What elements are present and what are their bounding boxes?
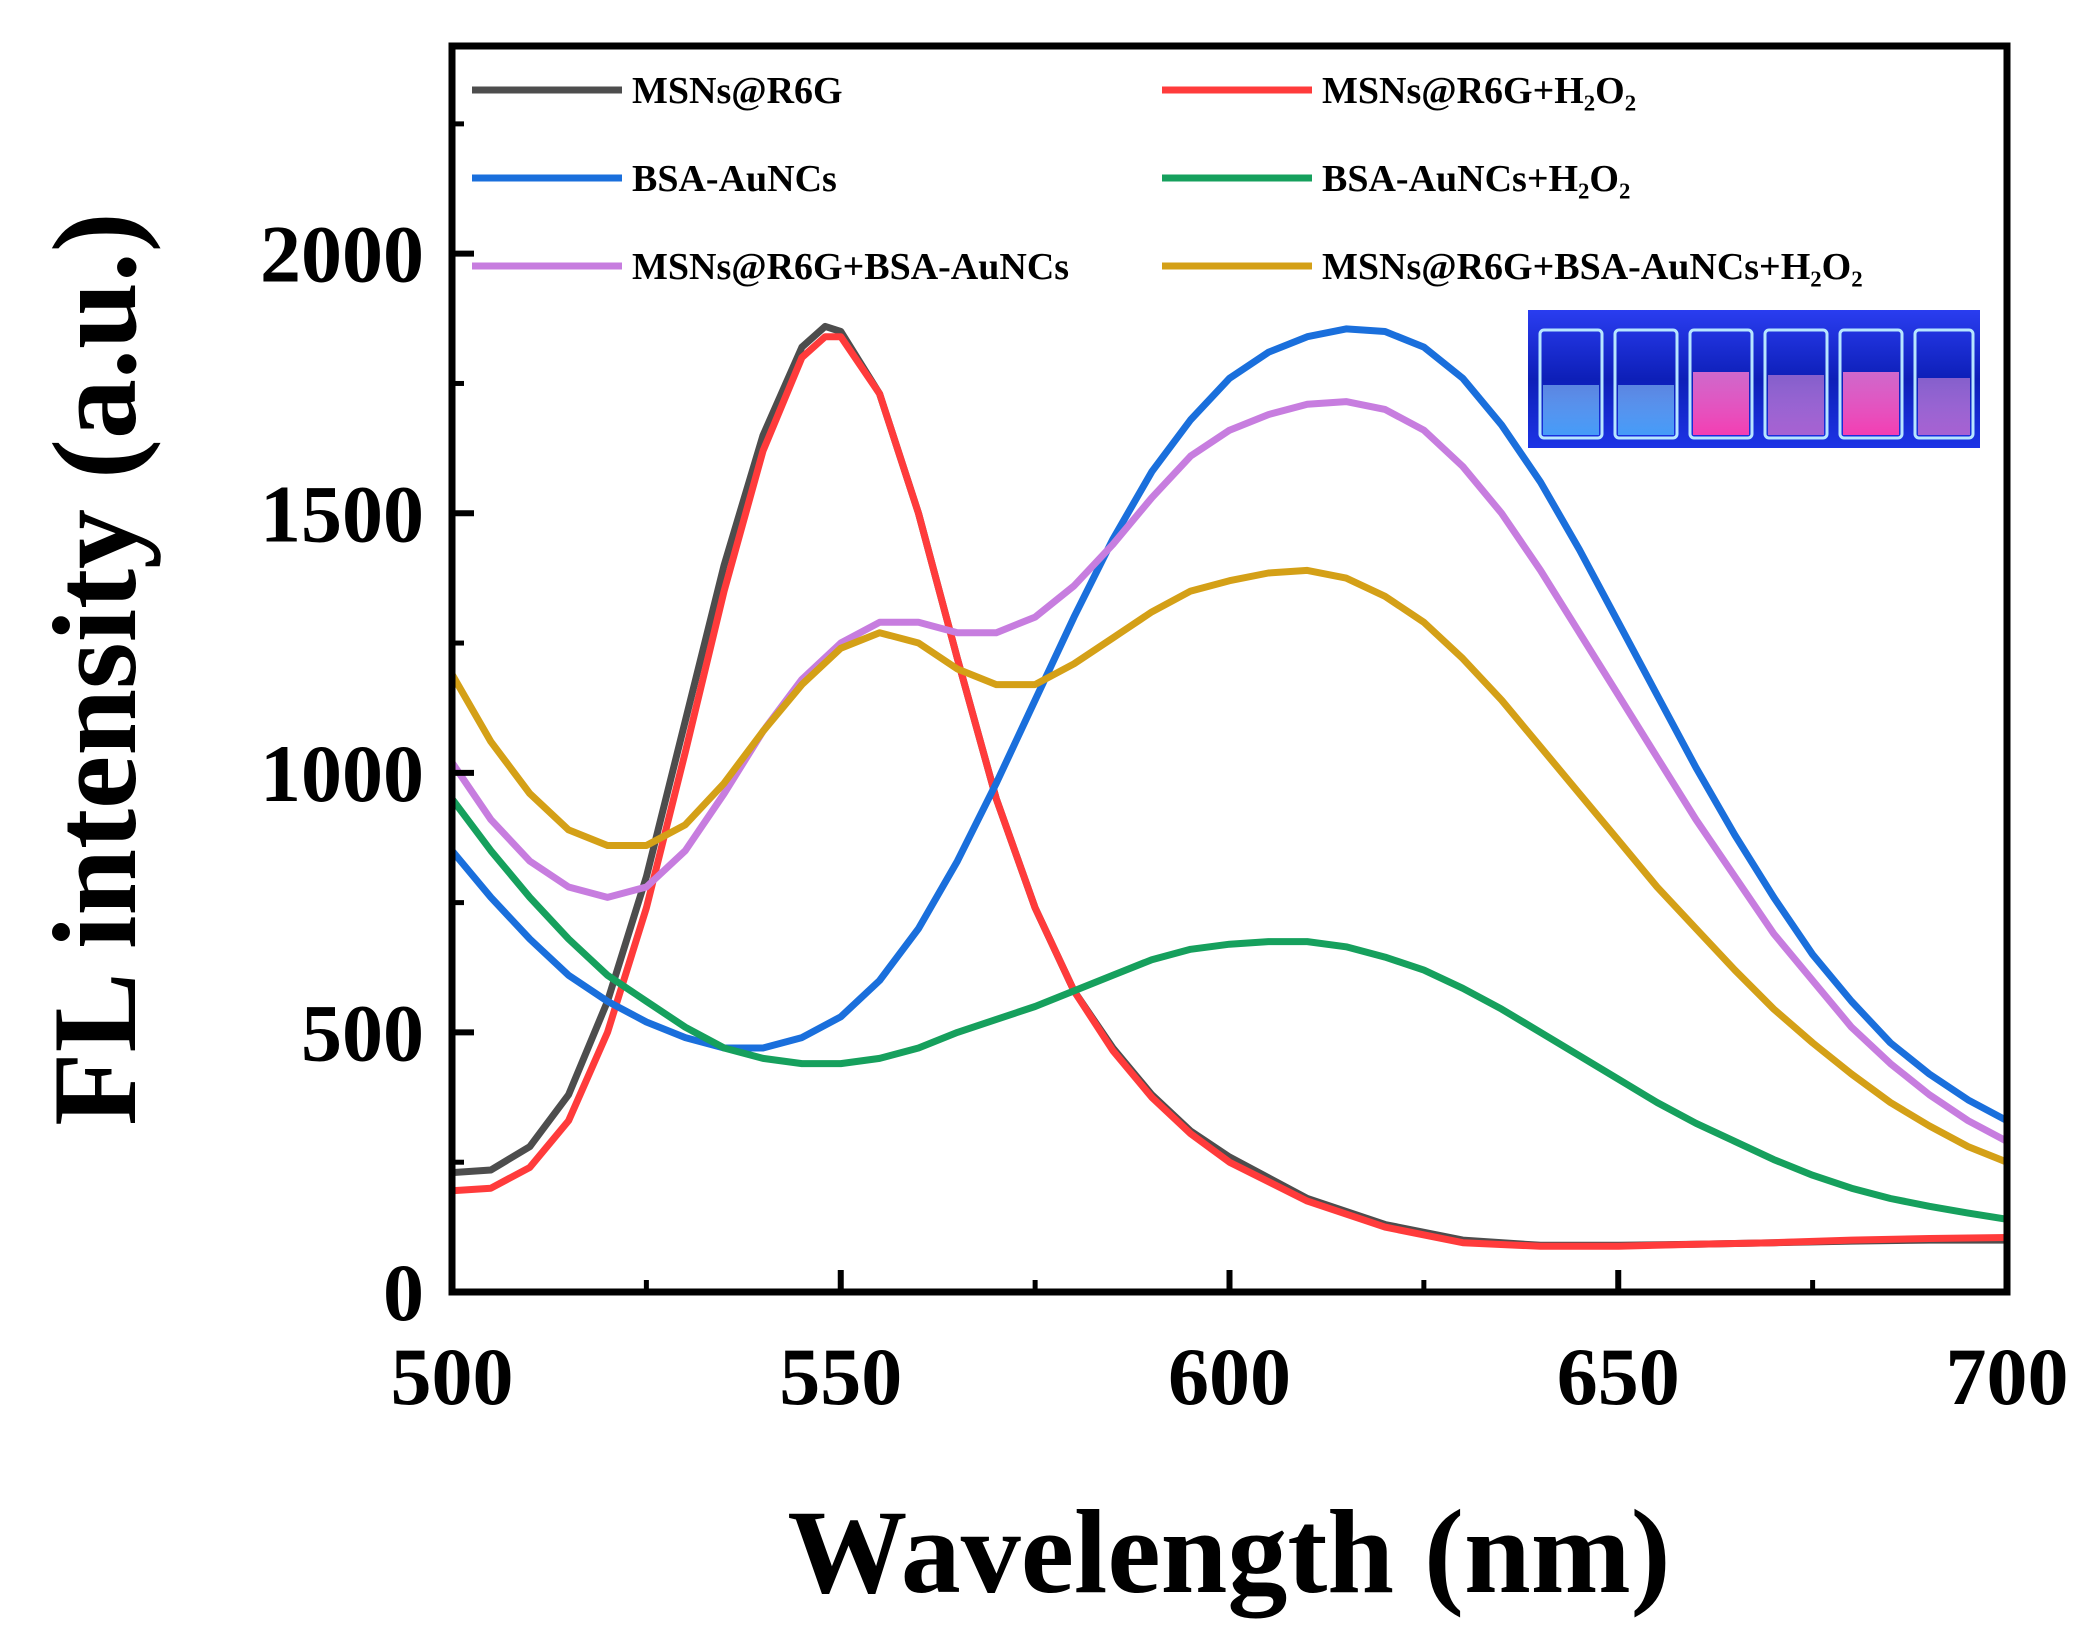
legend-label-4: MSNs@R6G+BSA-AuNCs (632, 246, 1069, 288)
y-tick-label-4: 2000 (260, 209, 424, 300)
x-tick-label-0: 500 (391, 1331, 514, 1422)
plot-frame (448, 42, 2011, 1296)
series-line-3 (452, 795, 2007, 1223)
x-axis-title: Wavelength (nm) (787, 1485, 1670, 1619)
y-tick-label-1: 500 (301, 987, 424, 1078)
legend-item-0: MSNs@R6G (472, 70, 843, 112)
series-line-0 (452, 322, 2007, 1249)
legend-label-0: MSNs@R6G (632, 70, 843, 112)
y-axis: 0 500 1000 1500 2000 (260, 121, 474, 1338)
x-tick-label-1: 550 (779, 1331, 902, 1422)
vial-4 (1763, 328, 1829, 440)
vial-6 (1913, 328, 1975, 440)
legend-item-2: BSA-AuNCs (472, 158, 837, 200)
series-line-1 (452, 333, 2007, 1250)
vials-photo-inset (1528, 310, 1980, 448)
x-tick-label-2: 600 (1168, 1331, 1291, 1422)
y-tick-label-2: 1000 (260, 728, 424, 819)
y-tick-label-3: 1500 (260, 468, 424, 559)
vial-3 (1688, 328, 1754, 440)
x-axis: 500 550 600 650 700 (391, 1270, 2069, 1422)
series-layer (452, 322, 2007, 1250)
legend-label-1: MSNs@R6G+H₂O₂ (1322, 70, 1636, 112)
legend-label-5: MSNs@R6G+BSA-AuNCs+H₂O₂ (1322, 246, 1863, 288)
vial-5 (1838, 328, 1904, 440)
legend: MSNs@R6G MSNs@R6G+H₂O₂ BSA-AuNCs BSA-AuN… (472, 70, 1863, 288)
vial-2 (1613, 328, 1679, 440)
y-tick-label-0: 0 (383, 1247, 424, 1338)
series-line-5 (452, 566, 2007, 1166)
vial-1 (1538, 328, 1604, 440)
x-tick-label-4: 700 (1946, 1331, 2069, 1422)
legend-item-1: MSNs@R6G+H₂O₂ (1162, 70, 1636, 112)
x-tick-label-3: 650 (1557, 1331, 1680, 1422)
series-line-4 (452, 398, 2007, 1145)
legend-item-3: BSA-AuNCs+H₂O₂ (1162, 158, 1630, 200)
legend-label-3: BSA-AuNCs+H₂O₂ (1322, 158, 1630, 200)
legend-item-4: MSNs@R6G+BSA-AuNCs (472, 246, 1069, 288)
legend-item-5: MSNs@R6G+BSA-AuNCs+H₂O₂ (1162, 246, 1863, 288)
y-axis-title: FL intensity (a.u.) (28, 212, 161, 1125)
legend-label-2: BSA-AuNCs (632, 158, 837, 200)
